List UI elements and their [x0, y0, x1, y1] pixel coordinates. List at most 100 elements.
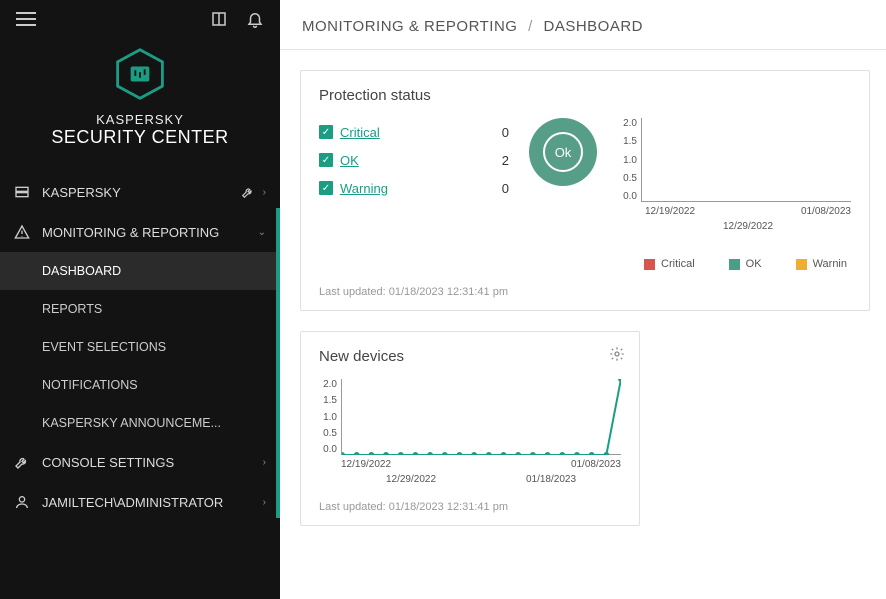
nd-plot-area: [341, 379, 621, 455]
checkbox-icon[interactable]: ✓: [319, 125, 333, 139]
protection-status-list: ✓ Critical 0 ✓ OK 2 ✓ Warning 0: [319, 118, 509, 202]
legend-label: OK: [746, 258, 762, 270]
status-item-critical: ✓ Critical 0: [319, 118, 509, 146]
nd-line-svg: [342, 379, 621, 455]
nd-x-row1: 12/19/2022 01/08/2023: [341, 459, 621, 470]
nav-label: KASPERSKY: [42, 185, 241, 200]
protection-row: ✓ Critical 0 ✓ OK 2 ✓ Warning 0 Ok: [319, 118, 851, 232]
ytick: 0.5: [323, 428, 337, 439]
ytick: 2.0: [323, 379, 337, 390]
legend-item-critical: Critical: [644, 258, 695, 270]
sidebar-topbar: [0, 0, 280, 38]
ytick: 0.0: [623, 191, 637, 202]
newdevices-chart: 2.0 1.5 1.0 0.5 0.0: [319, 379, 621, 455]
chevron-right-icon: ›: [263, 497, 266, 508]
breadcrumb-sep: /: [528, 18, 533, 35]
nav-sub-label: DASHBOARD: [42, 264, 121, 278]
nav-sub-label: NOTIFICATIONS: [42, 378, 138, 392]
nav-user[interactable]: JAMILTECH\ADMINISTRATOR ›: [0, 482, 280, 522]
wrench-icon[interactable]: [241, 185, 255, 199]
status-value: 2: [502, 153, 509, 168]
ytick: 0.0: [323, 444, 337, 455]
chevron-right-icon: ›: [263, 187, 266, 198]
donut-chart: Ok: [529, 118, 597, 186]
legend-label: Critical: [661, 258, 695, 270]
bell-icon[interactable]: [246, 10, 264, 28]
gear-icon[interactable]: [609, 346, 625, 362]
nav-monitoring[interactable]: MONITORING & REPORTING ⌄: [0, 212, 280, 252]
top-icon-group: [210, 10, 264, 28]
ytick: 1.0: [623, 155, 637, 166]
brand-line2: SECURITY CENTER: [0, 127, 280, 148]
ytick: 1.0: [323, 412, 337, 423]
status-value: 0: [502, 181, 509, 196]
swatch-critical: [644, 259, 655, 270]
main-content: MONITORING & REPORTING / DASHBOARD Prote…: [280, 0, 886, 599]
legend-label: Warnin: [813, 258, 847, 270]
xtick: 01/08/2023: [801, 206, 851, 217]
breadcrumb-section[interactable]: MONITORING & REPORTING: [302, 18, 517, 35]
x-ticks-row1: 12/19/2022 01/08/2023: [645, 206, 851, 217]
legend-item-ok: OK: [729, 258, 762, 270]
nav-sub-announce[interactable]: KASPERSKY ANNOUNCEME...: [0, 404, 280, 442]
ytick: 0.5: [623, 173, 637, 184]
xtick: 01/18/2023: [526, 474, 576, 485]
status-link-critical[interactable]: Critical: [340, 125, 380, 140]
protection-donut: Ok: [523, 118, 603, 186]
wrench-icon: [14, 454, 32, 470]
ytick: 1.5: [323, 395, 337, 406]
brand-hex-icon: [112, 46, 168, 102]
nav-kaspersky[interactable]: KASPERSKY ›: [0, 172, 280, 212]
content-area: Protection status ✓ Critical 0 ✓ OK 2 ✓ War…: [280, 50, 886, 526]
nav-sub-label: EVENT SELECTIONS: [42, 340, 166, 354]
status-link-ok[interactable]: OK: [340, 153, 359, 168]
xtick: 12/19/2022: [645, 206, 695, 217]
sidebar: KASPERSKY SECURITY CENTER KASPERSKY › MO…: [0, 0, 280, 599]
nav-label: MONITORING & REPORTING: [42, 225, 258, 240]
nav-sub-notifications[interactable]: NOTIFICATIONS: [0, 366, 280, 404]
chart-plot-area: [641, 118, 851, 202]
status-value: 0: [502, 125, 509, 140]
xtick: 01/08/2023: [571, 459, 621, 470]
warning-triangle-icon: [14, 224, 32, 240]
chevron-down-icon: ⌄: [258, 227, 266, 238]
newdevices-updated: Last updated: 01/18/2023 12:31:41 pm: [319, 501, 621, 513]
user-icon: [14, 494, 32, 510]
legend-item-warning: Warnin: [796, 258, 847, 270]
nav-sub-events[interactable]: EVENT SELECTIONS: [0, 328, 280, 366]
checkbox-icon[interactable]: ✓: [319, 153, 333, 167]
panel-new-devices: New devices 2.0 1.5 1.0 0.5 0.0 12/19/20…: [300, 331, 640, 526]
nav: KASPERSKY › MONITORING & REPORTING ⌄ DAS…: [0, 172, 280, 599]
nav-label: CONSOLE SETTINGS: [42, 455, 263, 470]
swatch-ok: [729, 259, 740, 270]
nd-x-row2: 12/29/2022 01/18/2023: [341, 474, 621, 485]
nd-y-axis: 2.0 1.5 1.0 0.5 0.0: [319, 379, 341, 455]
nav-sub-label: REPORTS: [42, 302, 102, 316]
xtick: 12/29/2022: [723, 221, 773, 232]
panel-title: Protection status: [319, 87, 851, 104]
protection-updated: Last updated: 01/18/2023 12:31:41 pm: [319, 286, 851, 298]
nav-label: JAMILTECH\ADMINISTRATOR: [42, 495, 263, 510]
bookmark-icon[interactable]: [210, 10, 228, 28]
donut-label: Ok: [543, 132, 583, 172]
ytick: 2.0: [623, 118, 637, 129]
nav-sub-reports[interactable]: REPORTS: [0, 290, 280, 328]
protection-mini-chart: 2.0 1.5 1.0 0.5 0.0 12/19/2022 01/08/202…: [617, 118, 851, 232]
x-ticks-row2: 12/29/2022: [645, 221, 851, 232]
brand-block: KASPERSKY SECURITY CENTER: [0, 38, 280, 172]
checkbox-icon[interactable]: ✓: [319, 181, 333, 195]
breadcrumb-page: DASHBOARD: [543, 18, 643, 35]
nav-sub-label: KASPERSKY ANNOUNCEME...: [42, 416, 221, 430]
server-icon: [14, 184, 32, 200]
ytick: 1.5: [623, 136, 637, 147]
status-item-warning: ✓ Warning 0: [319, 174, 509, 202]
nav-console-settings[interactable]: CONSOLE SETTINGS ›: [0, 442, 280, 482]
hamburger-icon[interactable]: [16, 12, 36, 26]
status-link-warning[interactable]: Warning: [340, 181, 388, 196]
panel-protection-status: Protection status ✓ Critical 0 ✓ OK 2 ✓ War…: [300, 70, 870, 311]
status-item-ok: ✓ OK 2: [319, 146, 509, 174]
brand-line1: KASPERSKY: [0, 112, 280, 127]
swatch-warning: [796, 259, 807, 270]
chevron-right-icon: ›: [263, 457, 266, 468]
nav-sub-dashboard[interactable]: DASHBOARD: [0, 252, 280, 290]
